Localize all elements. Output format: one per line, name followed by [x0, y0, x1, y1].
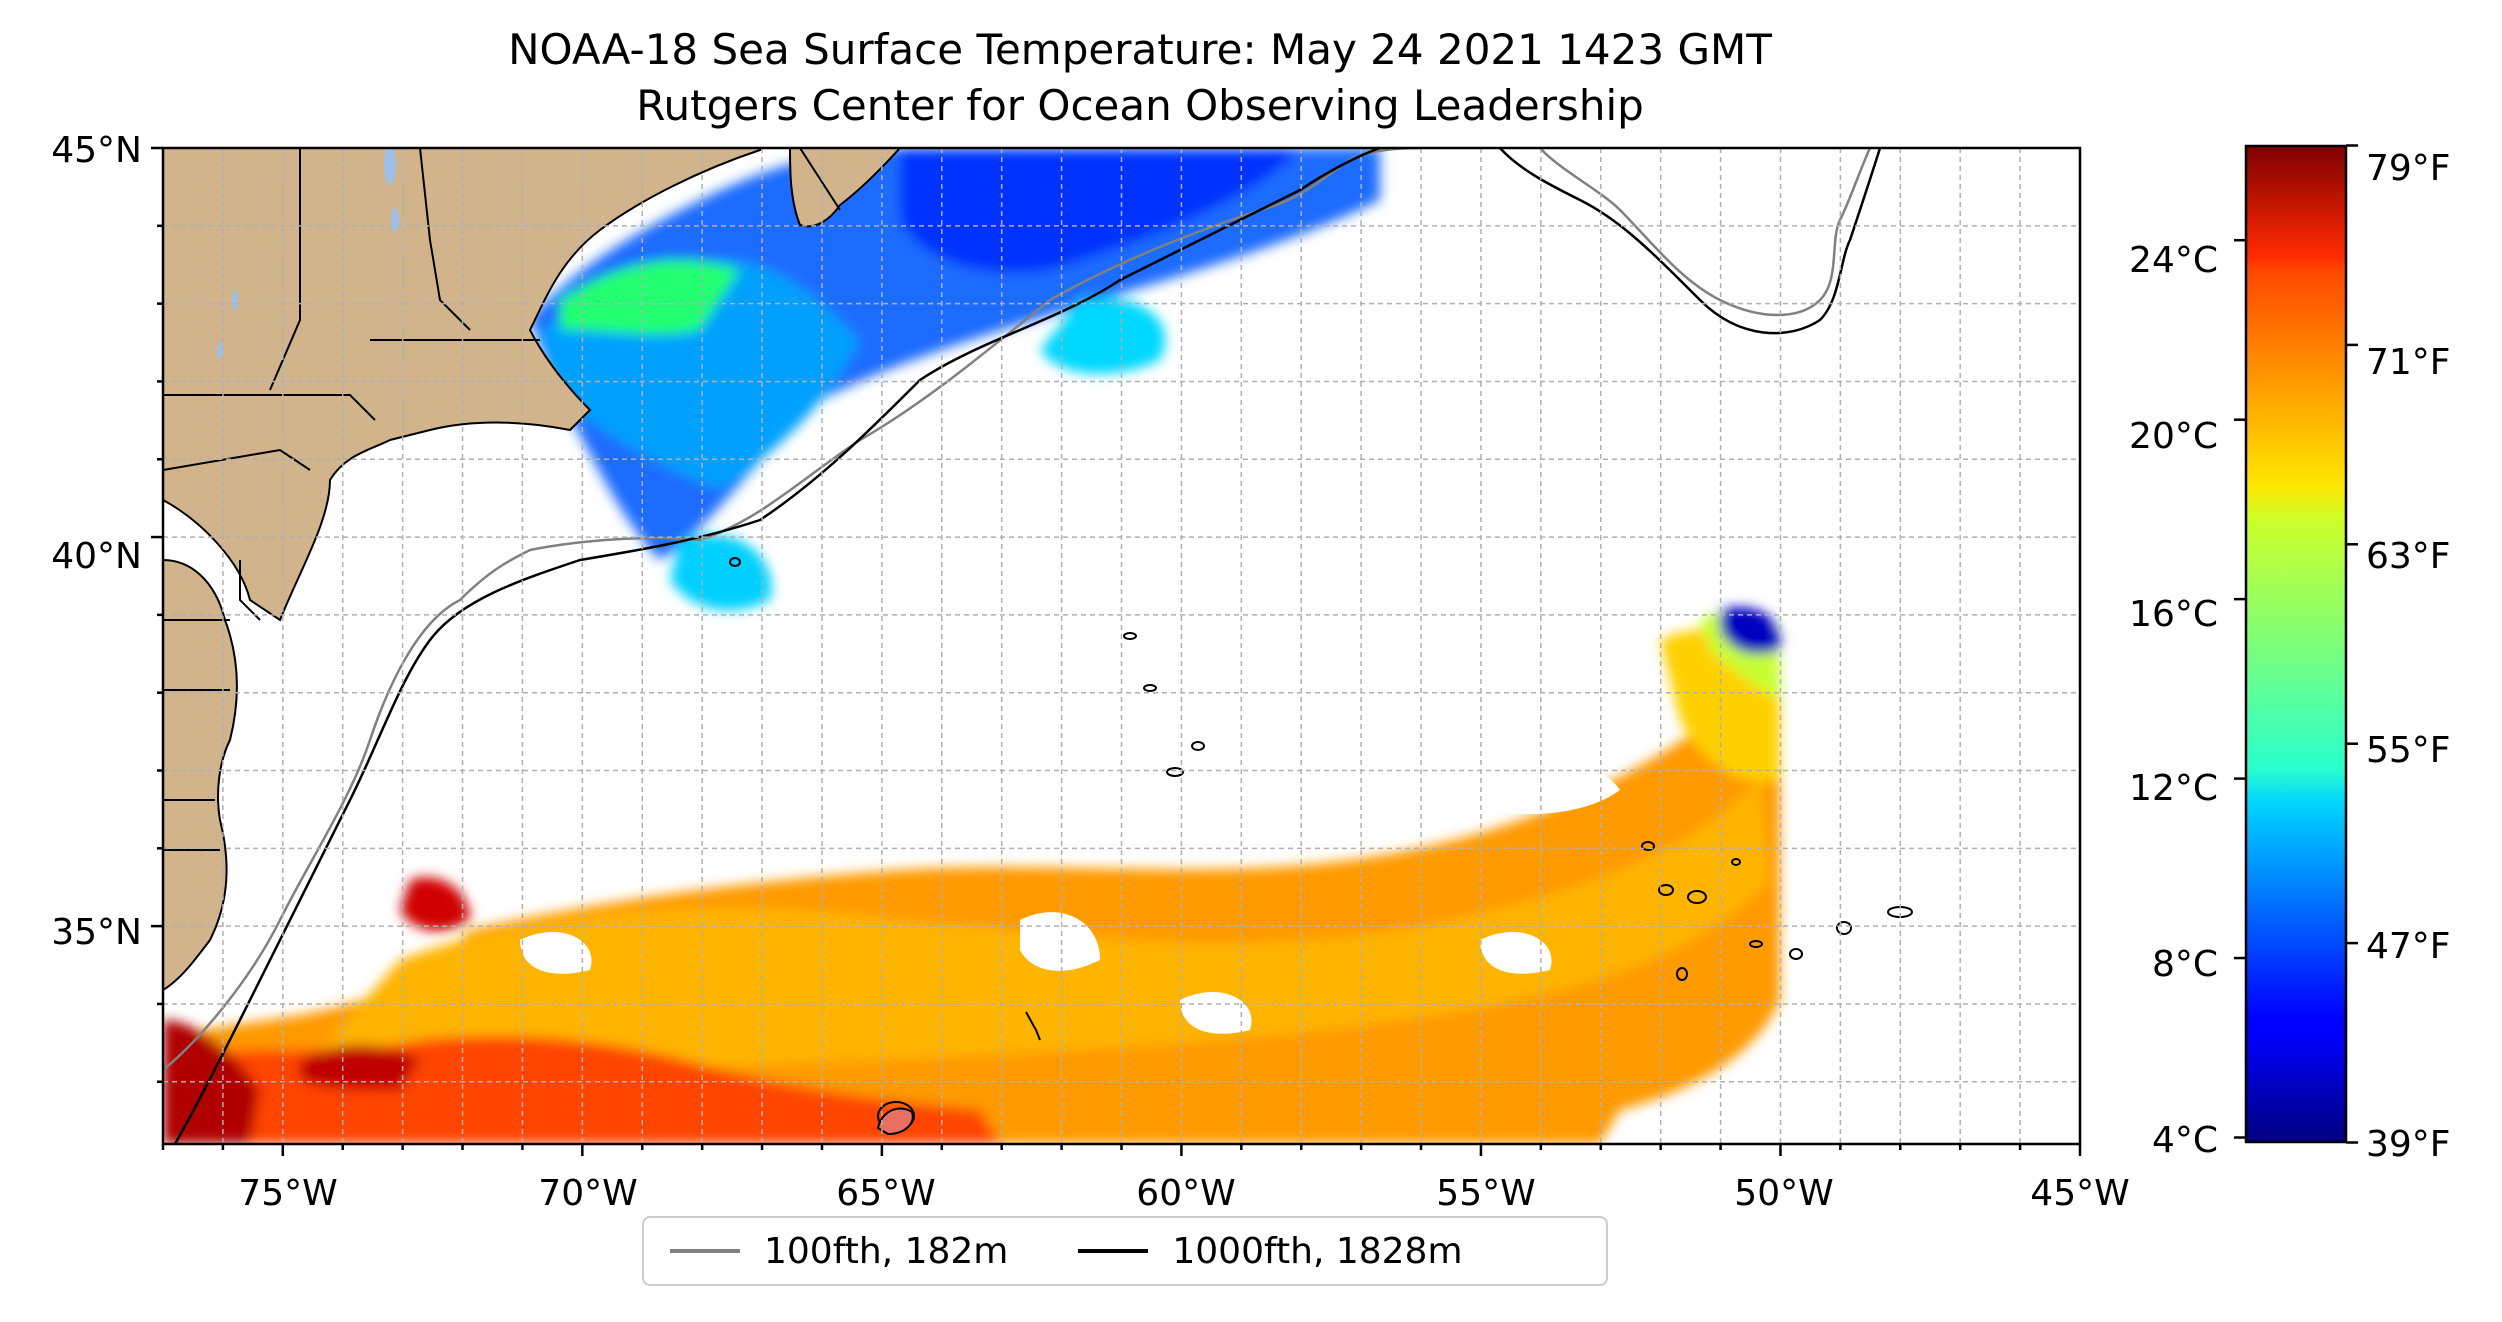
legend-entry-100fth: 100fth, 182m [670, 1231, 1008, 1272]
cbar-f-label-71: 71°F [2366, 342, 2451, 383]
cbar-f-label-39: 39°F [2366, 1124, 2451, 1165]
cloud-gap-layer [520, 751, 1620, 1034]
x-tick-label-70w: 70°W [538, 1173, 637, 1214]
cbar-c-label-24: 24°C [2129, 240, 2218, 281]
legend-swatch-100fth [670, 1249, 740, 1253]
sst-data-layer [163, 148, 1781, 1144]
colorbar-ticks [2234, 144, 2358, 1144]
seamount-contours [729, 557, 1913, 1131]
map-subtitle: Rutgers Center for Ocean Observing Leade… [636, 81, 1644, 130]
x-tick-label-75w: 75°W [238, 1173, 337, 1214]
y-tick-label-40n: 40°N [51, 536, 142, 577]
legend-label-1000fth: 1000fth, 1828m [1172, 1230, 1463, 1272]
cbar-c-label-16: 16°C [2129, 594, 2218, 635]
bermuda-outline [876, 1107, 914, 1136]
x-axis-ticks [161, 1144, 2082, 1156]
cbar-c-label-20: 20°C [2129, 416, 2218, 457]
x-tick-label-60w: 60°W [1136, 1173, 1235, 1214]
grid-lines [163, 148, 2080, 1144]
cbar-f-label-63: 63°F [2366, 536, 2451, 577]
state-borders [163, 148, 841, 851]
cbar-f-label-55: 55°F [2366, 730, 2451, 771]
legend-label-100fth: 100fth, 182m [764, 1230, 1009, 1272]
x-tick-label-65w: 65°W [836, 1173, 935, 1214]
north-america-landmass [163, 148, 902, 992]
cbar-c-label-4: 4°C [2152, 1120, 2218, 1161]
cbar-f-label-47: 47°F [2366, 926, 2451, 967]
x-tick-label-50w: 50°W [1734, 1173, 1833, 1214]
y-tick-label-35n: 35°N [51, 912, 142, 953]
legend-entry-1000fth: 1000fth, 1828m [1078, 1230, 1463, 1272]
y-axis-ticks [151, 146, 163, 1083]
x-tick-label-45w: 45°W [2030, 1173, 2129, 1214]
title-block: NOAA-18 Sea Surface Temperature: May 24 … [0, 22, 2280, 134]
legend: 100fth, 182m 1000fth, 1828m [642, 1216, 1608, 1286]
legend-swatch-1000fth [1078, 1249, 1149, 1253]
isobath-1000fth-line [173, 148, 1882, 1144]
y-tick-label-45n: 45°N [51, 130, 142, 171]
colorbar [2244, 144, 2348, 1144]
x-tick-label-55w: 55°W [1436, 1173, 1535, 1214]
cbar-c-label-12: 12°C [2129, 768, 2218, 809]
map-title: NOAA-18 Sea Surface Temperature: May 24 … [508, 25, 1772, 74]
cbar-c-label-8: 8°C [2152, 944, 2218, 985]
cbar-f-label-79: 79°F [2366, 148, 2451, 189]
